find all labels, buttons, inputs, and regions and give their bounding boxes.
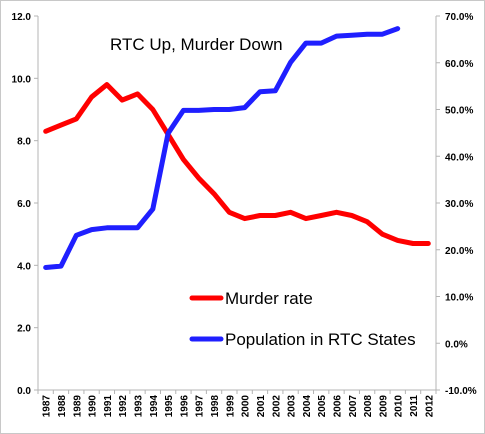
x-tick-label: 2000 (241, 395, 252, 418)
right-y-tick-label: 0.0% (445, 339, 468, 350)
x-tick-label: 1987 (42, 395, 53, 418)
x-tick-label: 1992 (118, 395, 129, 418)
x-tick-label: 1991 (103, 395, 114, 418)
x-tick-label: 1993 (134, 395, 145, 418)
legend-item-murder-rate: Murder rate (189, 289, 313, 308)
left-y-axis-ticks: 0.0 2.0 4.0 6.0 8.0 10.0 12.0 (12, 12, 38, 397)
x-tick-label: 2012 (424, 395, 435, 418)
x-tick-label: 2008 (363, 395, 374, 418)
x-tick-label: 2007 (348, 395, 359, 418)
x-tick-label: 1998 (210, 395, 221, 418)
x-tick-label: 1994 (149, 395, 160, 418)
left-y-tick-label: 8.0 (17, 137, 31, 148)
x-tick-label: 2010 (394, 395, 405, 418)
x-axis-ticks: 1987 1988 1989 1990 1991 1992 1993 1994 1995 1996… (37, 390, 437, 418)
left-y-tick-label: 6.0 (17, 199, 31, 210)
legend-label-murder-rate: Murder rate (225, 289, 313, 308)
chart-title: RTC Up, Murder Down (110, 35, 283, 54)
left-y-tick-label: 4.0 (17, 261, 31, 272)
x-tick-label: 1996 (179, 395, 190, 418)
x-tick-label: 2003 (287, 395, 298, 418)
x-tick-label: 1999 (225, 395, 236, 418)
legend-item-population-in-rtc-states: Population in RTC States (189, 330, 416, 349)
series-line-population-in-rtc-states (43, 26, 401, 270)
x-tick-label: 2006 (333, 395, 344, 418)
right-y-tick-label: 30.0% (445, 199, 473, 210)
left-y-tick-label: 0.0 (17, 386, 31, 397)
right-y-tick-label: 40.0% (445, 152, 473, 163)
left-y-tick-label: 12.0 (12, 12, 32, 23)
x-tick-label: 2002 (271, 395, 282, 418)
right-y-tick-label: 50.0% (445, 106, 473, 117)
right-y-tick-label: 70.0% (445, 12, 473, 23)
legend: Murder rate Population in RTC States (189, 289, 416, 349)
x-tick-label: 2005 (317, 395, 328, 418)
right-y-tick-label: 20.0% (445, 246, 473, 257)
left-y-tick-label: 10.0 (12, 74, 32, 85)
series-lines (43, 26, 431, 270)
legend-label-population-in-rtc-states: Population in RTC States (225, 330, 416, 349)
x-tick-label: 2009 (378, 395, 389, 418)
x-tick-label: 1989 (72, 395, 83, 418)
left-y-tick-label: 2.0 (17, 324, 31, 335)
x-tick-label: 1997 (195, 395, 206, 418)
right-y-tick-label: 10.0% (445, 293, 473, 304)
series-line-murder-rate (43, 82, 431, 246)
x-tick-label: 1990 (88, 395, 99, 418)
right-y-axis-ticks: -10.0% 0.0% 10.0% 20.0% 30.0% 40.0% 50.0% 60.0%… (436, 12, 477, 397)
x-tick-label: 1988 (57, 395, 68, 418)
right-y-tick-label: 60.0% (445, 59, 473, 70)
x-tick-label: 2011 (409, 395, 420, 417)
x-tick-label: 2001 (256, 395, 267, 418)
x-tick-label: 1995 (164, 395, 175, 418)
x-tick-label: 2004 (302, 395, 313, 418)
right-y-tick-label: -10.0% (445, 386, 477, 397)
